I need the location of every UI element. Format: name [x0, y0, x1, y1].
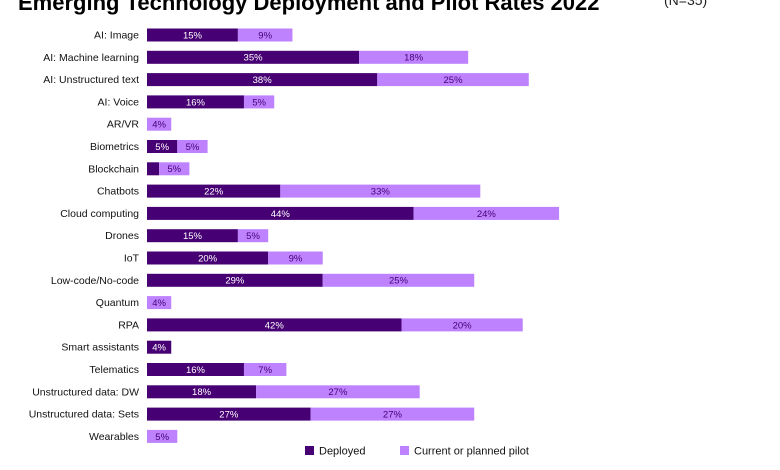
bar-deployed — [147, 140, 178, 153]
bar-deployed — [147, 73, 378, 87]
bar-pilot — [147, 296, 172, 310]
data-label: 5% — [155, 142, 169, 153]
data-label: 15% — [183, 30, 203, 41]
bar-pilot — [280, 184, 481, 198]
bar-deployed — [147, 385, 257, 399]
data-label: 5% — [246, 231, 260, 242]
bar-deployed — [147, 206, 414, 220]
bar-pilot — [177, 140, 208, 153]
bar-deployed — [147, 273, 323, 287]
bar-pilot — [243, 95, 275, 109]
bar-pilot — [377, 73, 529, 87]
category-label: AI: Voice — [98, 96, 140, 108]
data-label: 18% — [404, 53, 424, 64]
category-label: Wearables — [89, 431, 139, 443]
data-label: 33% — [371, 187, 391, 198]
bar-deployed — [147, 251, 269, 265]
chart-title: Emerging Technology Deployment and Pilot… — [18, 0, 600, 15]
category-label: Biometrics — [90, 141, 139, 153]
data-label: 20% — [198, 253, 218, 264]
data-label: 27% — [219, 410, 239, 421]
bar-pilot — [256, 385, 420, 399]
category-label: Blockchain — [88, 163, 139, 175]
data-label: 44% — [271, 209, 291, 220]
category-label: AI: Unstructured text — [43, 74, 139, 86]
data-label: 4% — [152, 298, 166, 309]
legend-swatch-deployed — [305, 446, 314, 455]
data-label: 7% — [258, 365, 272, 376]
bar-deployed — [147, 318, 402, 332]
data-label: 16% — [186, 365, 206, 376]
bar-deployed — [147, 340, 172, 354]
category-label: Smart assistants — [61, 342, 139, 354]
data-label: 25% — [389, 276, 409, 287]
bar-pilot — [147, 429, 178, 443]
category-label: AR/VR — [107, 119, 140, 131]
data-label: 5% — [252, 97, 266, 108]
data-label: 27% — [328, 387, 348, 398]
category-label: AI: Machine learning — [43, 52, 139, 64]
bar-pilot — [237, 28, 293, 42]
category-label: Cloud computing — [60, 208, 139, 220]
bar-deployed — [147, 162, 160, 176]
bar-deployed — [147, 363, 244, 376]
data-label: 25% — [444, 75, 464, 86]
bar-pilot — [268, 251, 323, 265]
category-label: Unstructured data: Sets — [29, 409, 139, 421]
data-label: 24% — [477, 209, 497, 220]
data-label: 38% — [253, 75, 273, 86]
data-label: 5% — [186, 142, 200, 153]
bar-pilot — [243, 363, 287, 376]
bar-deployed — [147, 50, 360, 64]
data-label: 18% — [192, 387, 212, 398]
data-label: 22% — [204, 187, 224, 198]
bar-pilot — [159, 162, 190, 176]
category-label: Drones — [105, 230, 139, 242]
bar-deployed — [147, 407, 311, 421]
bar-deployed — [147, 184, 281, 198]
data-label: 4% — [152, 343, 166, 354]
legend-label-deployed: Deployed — [319, 446, 365, 458]
category-label: AI: Image — [94, 30, 139, 42]
category-label: Quantum — [96, 297, 139, 309]
legend-swatch-pilot — [400, 446, 409, 455]
bar-pilot — [413, 206, 560, 220]
data-label: 5% — [155, 432, 169, 443]
data-label: 27% — [383, 410, 403, 421]
data-label: 20% — [453, 320, 473, 331]
bar-deployed — [147, 229, 238, 243]
data-label: 42% — [265, 320, 285, 331]
data-label: 9% — [258, 30, 272, 41]
bar-pilot — [401, 318, 523, 332]
chart-subtitle: (N=35) — [664, 0, 708, 8]
bar-deployed — [147, 28, 238, 42]
data-label: 35% — [244, 53, 264, 64]
bar-pilot — [237, 229, 269, 243]
bar-pilot — [359, 50, 469, 64]
data-label: 4% — [152, 120, 166, 131]
data-label: 9% — [289, 253, 303, 264]
data-label: 29% — [225, 276, 245, 287]
bar-pilot — [147, 117, 172, 131]
bar-pilot — [310, 407, 475, 421]
data-label: 5% — [167, 164, 181, 175]
bar-pilot — [322, 273, 475, 287]
legend-label-pilot: Current or planned pilot — [414, 446, 529, 458]
category-label: Low-code/No-code — [51, 275, 139, 287]
category-label: Telematics — [89, 364, 139, 376]
category-label: RPA — [118, 319, 139, 331]
category-label: Unstructured data: DW — [32, 386, 139, 398]
category-label: IoT — [124, 253, 140, 265]
bar-deployed — [147, 95, 244, 109]
data-label: 16% — [186, 97, 206, 108]
category-label: Chatbots — [97, 186, 139, 198]
data-label: 15% — [183, 231, 203, 242]
